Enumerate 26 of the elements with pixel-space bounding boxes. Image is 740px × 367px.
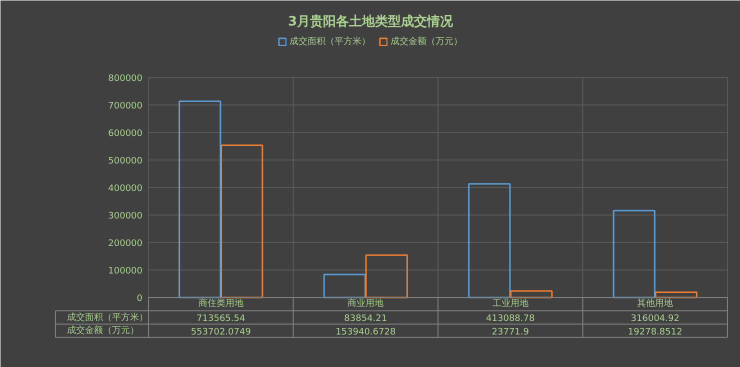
- data-label: 713565.54: [196, 314, 246, 324]
- chart-title: 3月贵阳各土地类型成交情况: [288, 14, 454, 30]
- y-tick-label: 200000: [108, 239, 143, 249]
- y-tick-label: 700000: [108, 102, 143, 112]
- x-tick-label: 商住类用地: [198, 298, 244, 310]
- y-tick-label: 100000: [108, 266, 143, 276]
- data-label: 553702.0749: [190, 327, 252, 338]
- data-label: 23771.9: [492, 327, 530, 338]
- data-label: 153940.6728: [336, 327, 396, 338]
- x-tick-label: 其他用地: [637, 298, 674, 310]
- y-tick-label: 300000: [108, 212, 143, 222]
- data-label: 316004.92: [630, 314, 680, 324]
- text: 成交面积（平方米）: [67, 312, 148, 323]
- data-label: 19278.8512: [628, 327, 682, 338]
- x-tick-label: 工业用地: [492, 298, 528, 310]
- y-tick-label: 0: [136, 294, 143, 304]
- y-tick-label: 400000: [108, 184, 143, 194]
- y-tick-label: 600000: [108, 129, 143, 139]
- legend-label: 成交面积（平方米）: [290, 36, 370, 48]
- x-tick-label: 商业用地: [348, 298, 384, 310]
- legend-label: 成交金额（万元）: [390, 36, 462, 48]
- data-label: 83854.21: [344, 314, 388, 324]
- y-tick-label: 800000: [108, 74, 143, 84]
- y-tick-label: 500000: [108, 156, 143, 166]
- data-label: 413088.78: [486, 314, 535, 324]
- text: 成交金额（万元）: [67, 326, 139, 336]
